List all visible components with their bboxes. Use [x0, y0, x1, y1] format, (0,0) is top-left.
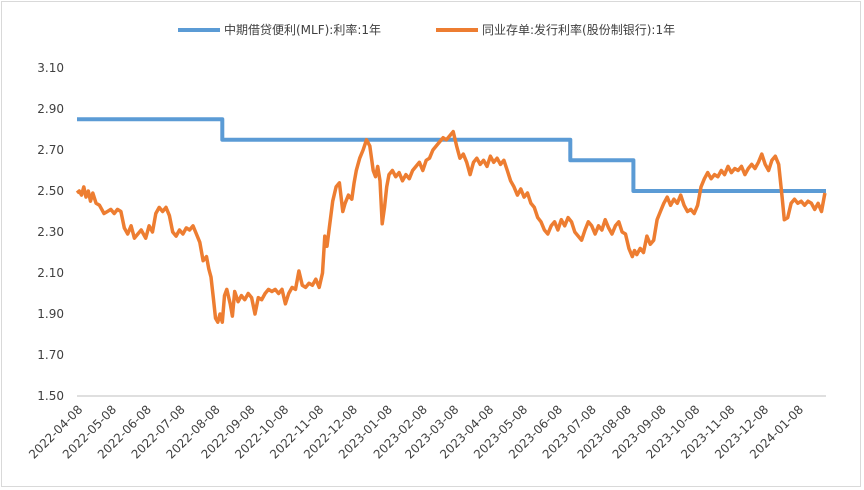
legend-label-mlf: 中期借贷便利(MLF):利率:1年 — [224, 22, 381, 37]
series-group — [75, 117, 827, 324]
y-tick-label: 2.90 — [37, 102, 64, 116]
x-axis-ticks: 2022-04-082022-05-082022-06-082022-07-08… — [26, 402, 806, 461]
series-line-mlf — [77, 117, 826, 193]
y-tick-label: 2.10 — [37, 266, 64, 280]
y-tick-label: 1.50 — [37, 389, 64, 403]
y-tick-label: 1.70 — [37, 348, 64, 362]
y-tick-label: 2.70 — [37, 143, 64, 157]
legend: 中期借贷便利(MLF):利率:1年 同业存单:发行利率(股份制银行):1年 — [178, 22, 675, 37]
y-tick-label: 1.90 — [37, 307, 64, 321]
y-tick-label: 3.10 — [37, 61, 64, 75]
y-tick-label: 2.50 — [37, 184, 64, 198]
legend-label-ncd: 同业存单:发行利率(股份制银行):1年 — [482, 22, 675, 37]
series-line-ncd — [75, 129, 827, 324]
y-tick-label: 2.30 — [37, 225, 64, 239]
y-axis-ticks: 3.10 2.90 2.70 2.50 2.30 2.10 1.90 1.70 1.50 — [37, 61, 64, 403]
